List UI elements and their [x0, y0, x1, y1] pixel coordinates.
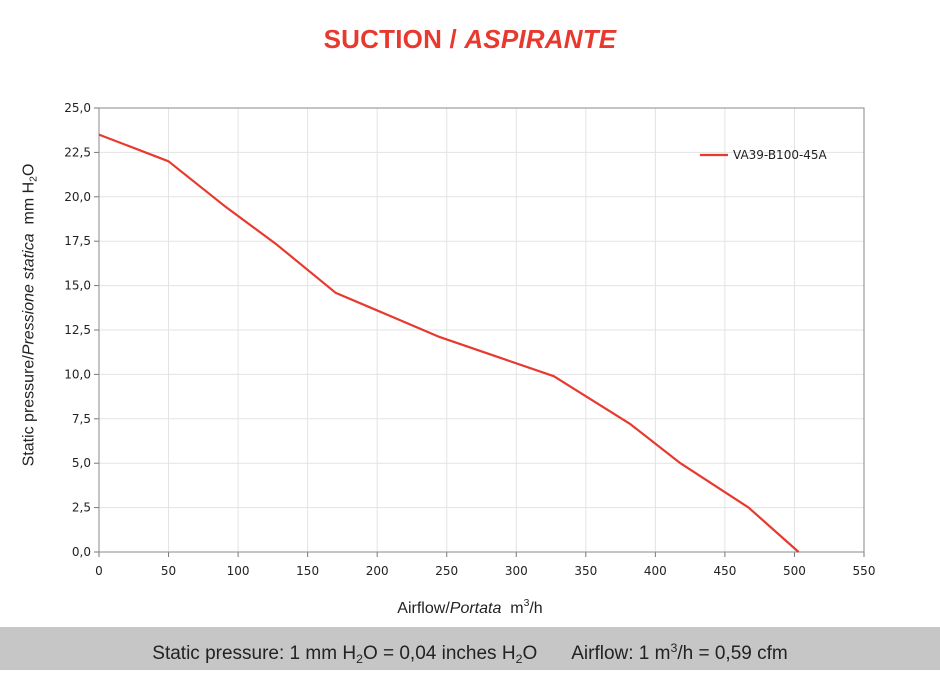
x-axis-unit-post: /h	[529, 600, 543, 617]
footer-p3: O	[522, 643, 538, 664]
x-tick-label: 450	[713, 564, 736, 578]
y-axis-label-slash: /	[20, 355, 38, 360]
y-tick-label: 15,0	[64, 279, 91, 293]
y-axis-label-italic: Pressione statica	[20, 233, 38, 356]
footer-pressure-conversion: Static pressure: 1 mm H2O = 0,04 inches …	[152, 643, 538, 666]
y-tick-label: 2,5	[72, 501, 91, 515]
y-tick-label: 12,5	[64, 323, 91, 337]
chart-title-main: SUCTION /	[323, 24, 465, 54]
x-axis-unit-sup: 3	[523, 598, 530, 609]
footer-p2-sub: 2	[515, 652, 523, 666]
series-line	[98, 133, 800, 553]
y-tick-label: 10,0	[64, 367, 91, 381]
y-tick-label: 7,5	[72, 412, 91, 426]
y-axis-label-main: Static pressure	[20, 359, 38, 467]
plot-border	[98, 107, 865, 553]
x-tick-label: 500	[783, 564, 806, 578]
x-tick-label: 400	[644, 564, 667, 578]
chart-svg: 0,0 2,5 5,0 7,5 10,0 12,5 15,0 17,5 20,0 22,5 25,0…	[64, 101, 876, 578]
y-axis-unit-post: O	[20, 163, 38, 177]
x-axis-label: Airflow/Portata m3/h	[0, 598, 940, 618]
x-axis-label-italic: Portata	[449, 600, 502, 617]
footer-conversion-bar: Static pressure: 1 mm H2O = 0,04 inches …	[0, 627, 940, 670]
chart-title-italic: ASPIRANTE	[464, 24, 617, 54]
legend-label: VA39-B100-45A	[733, 148, 828, 162]
y-tick-label: 0,0	[72, 545, 91, 559]
footer-airflow-conversion: Airflow: 1 m3/h = 0,59 cfm	[571, 641, 788, 664]
y-axis-label: Static pressure/Pressione statica mm H2O	[21, 164, 40, 467]
x-tick-label: 0	[95, 564, 103, 578]
y-tick-label: 20,0	[64, 190, 91, 204]
x-axis-label-main: Airflow	[397, 600, 446, 617]
x-tick-label: 50	[161, 564, 176, 578]
x-axis-label-slash: /	[445, 600, 450, 617]
footer-q2: /h = 0,59 cfm	[677, 643, 788, 664]
x-tick-label: 200	[366, 564, 389, 578]
y-tick-label: 5,0	[72, 456, 91, 470]
x-tick-label: 150	[296, 564, 319, 578]
footer-p1-sub: 2	[356, 652, 363, 666]
chart-title: SUCTION / ASPIRANTE	[0, 24, 940, 55]
x-tick-label: 350	[574, 564, 597, 578]
footer-q1-sup: 3	[670, 641, 678, 655]
x-axis-unit: m	[510, 600, 524, 617]
x-tick-label: 550	[853, 564, 876, 578]
x-tick-label: 100	[227, 564, 250, 578]
y-axis-unit-sub: 2	[28, 176, 40, 182]
footer-p1: Static pressure: 1 mm H	[152, 643, 357, 664]
y-axis-unit: mm H	[20, 181, 38, 225]
y-tick-label: 22,5	[64, 145, 91, 159]
y-tick-label: 17,5	[64, 234, 91, 248]
x-tick-label: 250	[435, 564, 458, 578]
footer-p2: O = 0,04 inches H	[362, 643, 516, 664]
y-tick-label: 25,0	[64, 101, 91, 115]
x-tick-label: 300	[505, 564, 528, 578]
footer-q1: Airflow: 1 m	[571, 643, 671, 664]
